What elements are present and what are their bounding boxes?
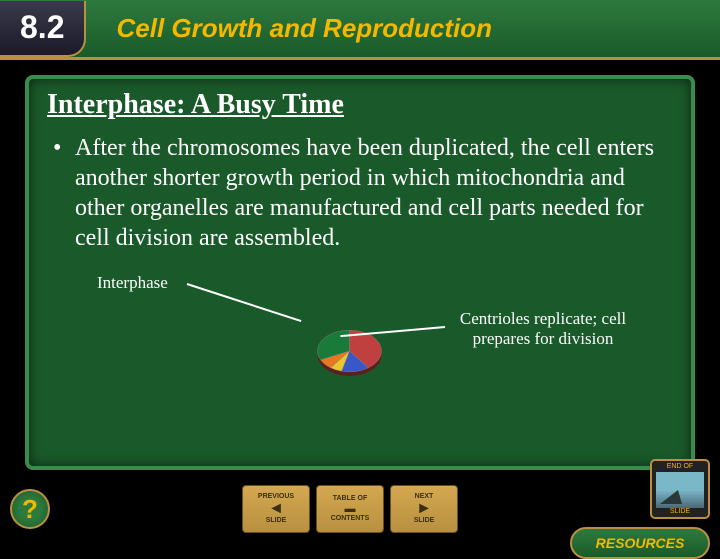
footer-right-group: END OF SLIDE RESOURCES — [570, 459, 710, 559]
help-button[interactable]: ? — [10, 489, 50, 529]
slide-content-panel: Interphase: A Busy Time After the chromo… — [25, 75, 695, 470]
slide-title: Interphase: A Busy Time — [47, 89, 673, 121]
pie-chart — [302, 311, 397, 391]
nav-label-bottom: CONTENTS — [331, 515, 370, 523]
leader-line-left — [187, 283, 302, 322]
help-icon-glyph: ? — [22, 494, 38, 525]
end-label-top: END OF — [667, 463, 693, 470]
section-number: 8.2 — [20, 9, 64, 46]
next-slide-button[interactable]: NEXT ► SLIDE — [390, 485, 458, 533]
end-of-slide-badge: END OF SLIDE — [650, 459, 710, 519]
chapter-title: Cell Growth and Reproduction — [116, 13, 492, 44]
nav-label-bottom: SLIDE — [266, 517, 287, 525]
chapter-header: 8.2 Cell Growth and Reproduction — [0, 0, 720, 60]
resources-label: RESOURCES — [596, 535, 685, 551]
toc-icon: ▬ — [345, 503, 356, 515]
arrow-right-icon: ► — [416, 501, 432, 517]
resources-button[interactable]: RESOURCES — [570, 527, 710, 559]
end-label-bottom: SLIDE — [670, 508, 690, 515]
label-interphase: Interphase — [97, 273, 168, 293]
end-slide-thumbnail — [656, 472, 704, 508]
nav-label-bottom: SLIDE — [414, 517, 435, 525]
previous-slide-button[interactable]: PREVIOUS ◄ SLIDE — [242, 485, 310, 533]
nav-button-group: PREVIOUS ◄ SLIDE TABLE OF ▬ CONTENTS NEX… — [242, 485, 458, 533]
nav-label-top: TABLE OF — [333, 495, 367, 503]
table-of-contents-button[interactable]: TABLE OF ▬ CONTENTS — [316, 485, 384, 533]
bullet-point: After the chromosomes have been duplicat… — [47, 133, 673, 253]
diagram-area: Interphase Centrioles replicate; cell pr… — [47, 271, 673, 401]
arrow-left-icon: ◄ — [268, 501, 284, 517]
footer-bar: ? PREVIOUS ◄ SLIDE TABLE OF ▬ CONTENTS N… — [0, 478, 720, 540]
label-centrioles: Centrioles replicate; cell prepares for … — [448, 309, 638, 350]
section-number-tab: 8.2 — [0, 1, 86, 57]
